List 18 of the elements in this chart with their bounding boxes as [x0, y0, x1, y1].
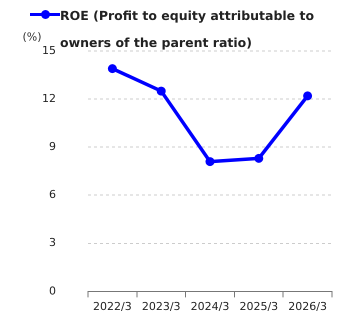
y-tick-label: 15	[42, 44, 56, 57]
y-tick-label: 0	[48, 284, 56, 298]
x-tick-label: 2026/3	[288, 300, 327, 313]
point	[206, 157, 214, 166]
y-tick-label: 6	[48, 188, 56, 202]
point	[303, 91, 312, 100]
legend-label: ROE (Profit to equity attributable to owners of the parent ratio)	[60, 7, 316, 52]
y-tick-label: 3	[48, 236, 56, 250]
x-tick-label: 2023/3	[142, 300, 181, 313]
y-axis-title: (%)	[22, 30, 42, 44]
y-tick-label: 12	[42, 92, 56, 105]
point	[108, 64, 117, 74]
x-tick-label: 2024/3	[190, 300, 230, 313]
x-tick-label: 2022/3	[93, 300, 132, 313]
point	[156, 86, 166, 96]
point	[254, 154, 264, 163]
y-tick-label: 9	[48, 140, 56, 154]
x-tick-label: 2025/3	[239, 300, 278, 313]
